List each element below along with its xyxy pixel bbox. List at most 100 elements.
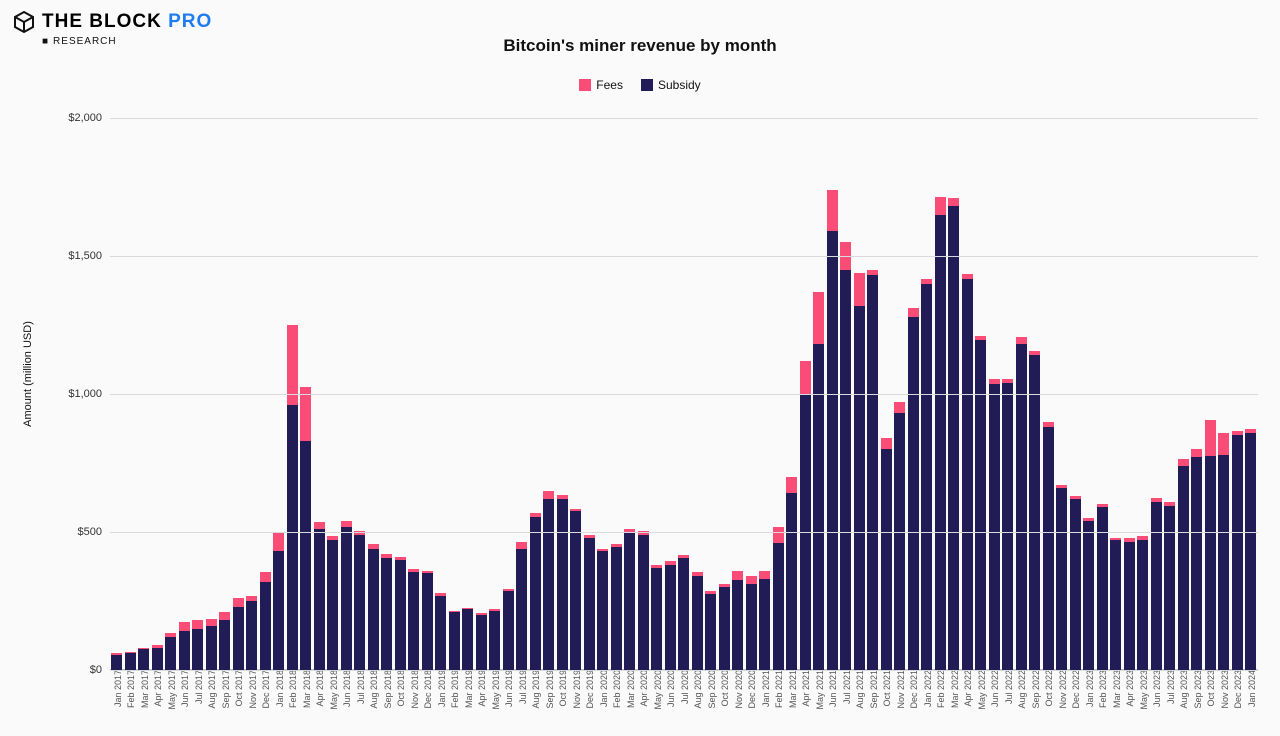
x-tick-label: Sep 2021: [867, 670, 879, 709]
bar-segment-subsidy: [651, 568, 662, 670]
x-tick-label: Nov 2023: [1218, 670, 1230, 709]
bar: [638, 531, 649, 670]
x-tick-label: Sep 2020: [705, 670, 717, 709]
bar: [1110, 538, 1121, 670]
x-tick-label: Oct 2021: [880, 670, 892, 707]
x-tick-label: Mar 2017: [138, 670, 150, 708]
bar-segment-subsidy: [1070, 499, 1081, 670]
x-tick-label: Aug 2018: [367, 670, 379, 709]
bar-segment-subsidy: [1110, 540, 1121, 670]
bar-segment-fees: [813, 292, 824, 344]
x-tick-label: Feb 2017: [124, 670, 136, 708]
bar: [894, 402, 905, 670]
bar-segment-subsidy: [678, 558, 689, 670]
bar-segment-fees: [1191, 449, 1202, 457]
bar-segment-fees: [827, 190, 838, 231]
x-tick-label: Sep 2022: [1029, 670, 1041, 709]
plot-area: Jan 2017Feb 2017Mar 2017Apr 2017May 2017…: [110, 118, 1258, 670]
bar-segment-subsidy: [354, 535, 365, 670]
bar-segment-subsidy: [597, 551, 608, 670]
bar: [557, 495, 568, 670]
x-tick-label: Jun 2017: [178, 670, 190, 707]
x-tick-label: Nov 2020: [732, 670, 744, 709]
bar: [246, 595, 257, 670]
bar: [881, 438, 892, 670]
x-tick-label: May 2023: [1137, 670, 1149, 710]
bar-segment-fees: [894, 402, 905, 413]
bar-segment-subsidy: [408, 572, 419, 670]
bar-segment-fees: [1218, 433, 1229, 455]
x-tick-label: May 2018: [327, 670, 339, 710]
bar: [732, 571, 743, 670]
legend-swatch: [641, 79, 653, 91]
bar: [489, 609, 500, 670]
bar-segment-fees: [773, 527, 784, 544]
bar: [746, 576, 757, 670]
x-tick-label: Jun 2022: [988, 670, 1000, 707]
x-tick-label: Oct 2019: [556, 670, 568, 707]
x-tick-label: Jun 2018: [340, 670, 352, 707]
bar-segment-subsidy: [381, 558, 392, 670]
bar: [1137, 536, 1148, 670]
bar-segment-subsidy: [341, 527, 352, 671]
brand-name: THE BLOCK PRO: [42, 11, 212, 33]
bar: [422, 571, 433, 670]
bar: [516, 542, 527, 670]
x-tick-label: Sep 2019: [543, 670, 555, 709]
bar: [1178, 459, 1189, 670]
x-tick-label: Aug 2020: [691, 670, 703, 709]
bar-segment-subsidy: [989, 384, 1000, 670]
bar-segment-subsidy: [1043, 427, 1054, 670]
bar: [921, 279, 932, 670]
bar-segment-subsidy: [638, 535, 649, 670]
x-tick-label: Jul 2021: [840, 670, 852, 704]
bar: [327, 536, 338, 670]
bar-segment-subsidy: [975, 340, 986, 670]
x-tick-label: May 2019: [489, 670, 501, 710]
chart-title: Bitcoin's miner revenue by month: [0, 36, 1280, 56]
bar: [1083, 518, 1094, 670]
x-tick-label: Jun 2019: [502, 670, 514, 707]
x-tick-label: Mar 2019: [462, 670, 474, 708]
bar-segment-subsidy: [476, 615, 487, 670]
x-tick-label: Apr 2021: [799, 670, 811, 707]
x-tick-label: Dec 2018: [421, 670, 433, 709]
bar-segment-subsidy: [1191, 457, 1202, 670]
x-tick-label: Oct 2023: [1204, 670, 1216, 707]
x-tick-label: Jan 2020: [597, 670, 609, 707]
x-tick-label: Aug 2022: [1015, 670, 1027, 709]
bar-segment-fees: [732, 571, 743, 581]
y-tick-label: $0: [90, 664, 110, 676]
bar-segment-subsidy: [435, 596, 446, 671]
bar-segment-subsidy: [881, 449, 892, 670]
bar-segment-fees: [314, 522, 325, 529]
bar: [867, 270, 878, 670]
bar: [1016, 337, 1027, 670]
bar-segment-fees: [800, 361, 811, 394]
bar: [111, 653, 122, 670]
x-tick-label: Dec 2017: [259, 670, 271, 709]
bar-segment-subsidy: [489, 611, 500, 670]
x-tick-label: Mar 2022: [948, 670, 960, 708]
x-tick-label: Jun 2020: [664, 670, 676, 707]
x-tick-label: Jan 2018: [273, 670, 285, 707]
bar: [125, 652, 136, 670]
bar-segment-subsidy: [611, 547, 622, 670]
bar-segment-subsidy: [327, 540, 338, 670]
bar-segment-fees: [881, 438, 892, 449]
bar: [719, 584, 730, 670]
bar: [1029, 351, 1040, 670]
y-tick-label: $500: [78, 526, 110, 538]
bar-segment-subsidy: [962, 279, 973, 670]
bar: [1205, 420, 1216, 670]
bar-segment-subsidy: [368, 549, 379, 670]
bar: [287, 325, 298, 670]
x-tick-label: Nov 2019: [570, 670, 582, 709]
bar: [192, 620, 203, 670]
bar-segment-subsidy: [908, 317, 919, 670]
bar: [233, 598, 244, 670]
bar-segment-subsidy: [705, 594, 716, 670]
x-tick-label: Aug 2019: [529, 670, 541, 709]
bar: [759, 571, 770, 670]
bar-segment-subsidy: [1137, 540, 1148, 670]
